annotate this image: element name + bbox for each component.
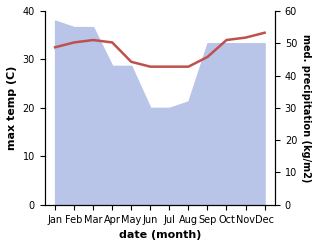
Y-axis label: med. precipitation (kg/m2): med. precipitation (kg/m2) (301, 34, 311, 182)
X-axis label: date (month): date (month) (119, 230, 201, 240)
Y-axis label: max temp (C): max temp (C) (7, 66, 17, 150)
